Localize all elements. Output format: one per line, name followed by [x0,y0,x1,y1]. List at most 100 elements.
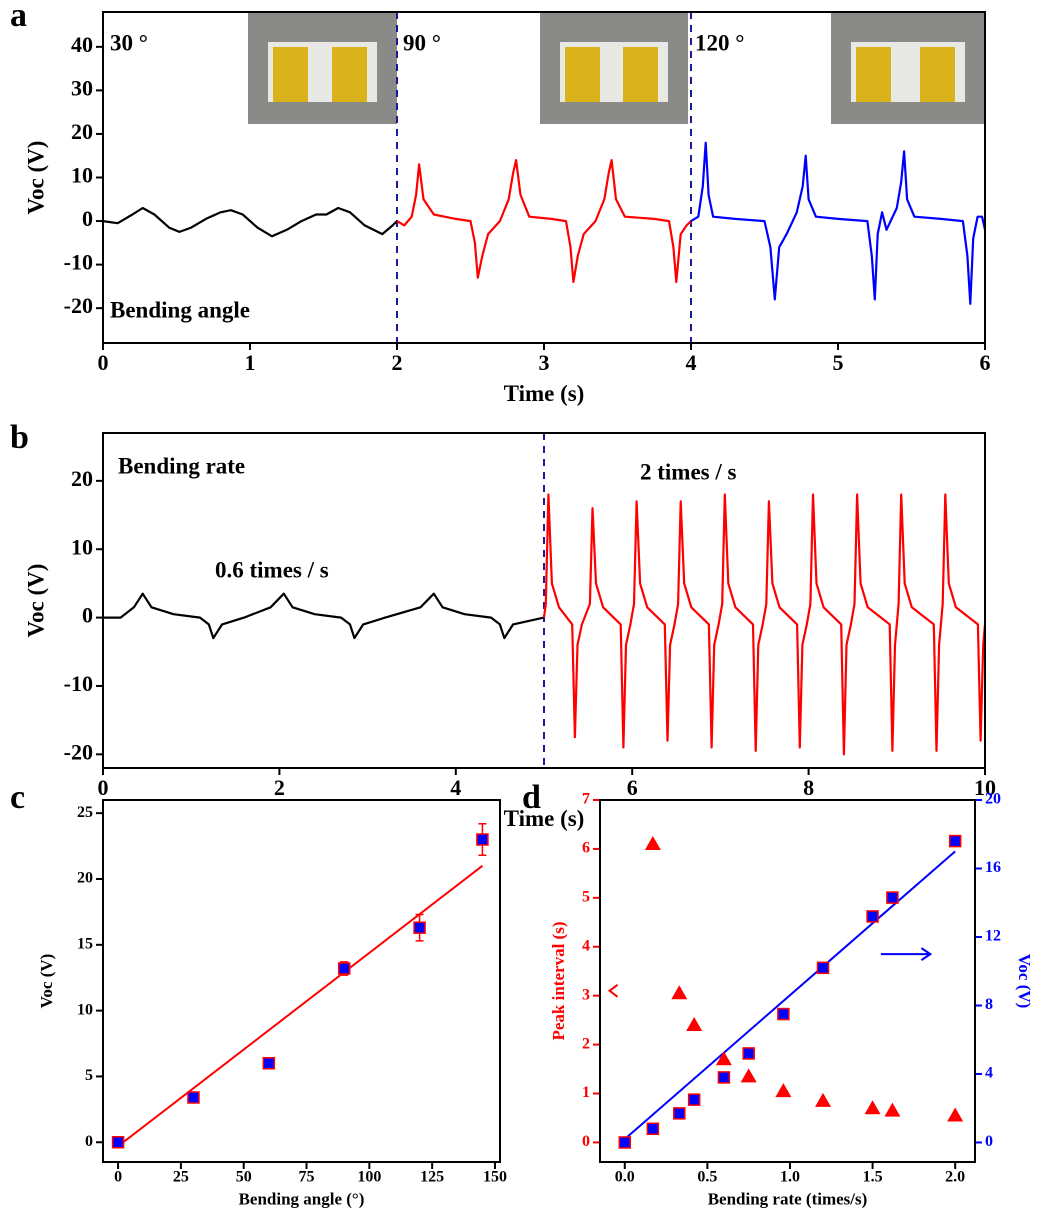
data-point [673,1107,686,1120]
data-point [948,834,962,848]
data-point [618,1136,632,1149]
y-tick-label: 3 [582,986,590,1003]
y-tick-label: 20 [71,119,93,144]
x-tick-label: 8 [803,775,814,800]
x-tick-label: 0.0 [615,1169,635,1186]
plot-frame [102,432,986,769]
panel-label: a [10,0,27,34]
y-axis-title: Voc (V) [23,141,48,215]
x-tick-label: 6 [627,775,638,800]
y-tick-label: 5 [85,1067,93,1084]
y-tick-label: 2 [582,1035,590,1052]
data-point [864,1100,881,1115]
y-tick-label: -10 [64,671,93,696]
y-tick-label: 5 [582,889,590,906]
data-point [947,1107,964,1122]
data-point [740,1068,757,1083]
x-tick-label: 1.0 [780,1169,800,1186]
plot-frame [599,799,976,1163]
y2-tick-label: 0 [985,1133,993,1150]
x-tick-label: 1.5 [863,1169,883,1186]
y-axis-title: Voc (V) [37,954,56,1009]
data-point [671,985,688,1000]
data-point [646,1122,660,1136]
y2-tick-label: 12 [985,928,1001,945]
x-tick-label: 5 [833,350,844,375]
x-axis-title: Bending angle (°) [239,1189,365,1208]
panel-label: d [522,779,541,816]
y2-tick-label: 4 [985,1065,993,1082]
data-point [775,1083,792,1098]
signal-line [542,493,987,756]
y-axis-title: Peak interval (s) [549,922,568,1041]
data-point [187,1091,200,1104]
x-tick-label: 50 [236,1169,252,1186]
x-tick-label: 100 [357,1169,381,1186]
fit-line [624,850,956,1140]
plot-frame [102,11,986,344]
x-tick-label: 0 [114,1169,122,1186]
y-tick-label: 0 [82,206,93,231]
data-point [815,1092,832,1107]
annotation: 90 ° [403,30,441,55]
data-point [715,1051,732,1066]
signal-line [396,159,692,284]
plot-frame [102,799,501,1163]
fit-line [117,865,484,1147]
y-tick-label: 0 [582,1133,590,1150]
y-tick-label: 1 [582,1084,590,1101]
x-axis-title: Time (s) [504,806,585,831]
y-tick-label: 0 [82,603,93,628]
photo-tape [920,47,955,102]
x-tick-label: 0 [98,350,109,375]
axis-arrow [880,947,933,961]
annotation: 0.6 times / s [215,557,329,582]
signal-line [690,141,987,305]
signal-line [103,592,545,640]
y-tick-label: -20 [64,739,93,764]
data-point [413,921,426,934]
y2-tick-label: 16 [985,859,1001,876]
y-tick-label: 6 [582,840,590,857]
y-tick-label: 10 [77,1001,93,1018]
x-tick-label: 2 [274,775,285,800]
data-point [886,891,899,904]
photo-tape [273,47,308,102]
data-point [476,833,489,846]
annotation: 30 ° [110,30,148,55]
y2-tick-label: 20 [985,791,1001,808]
y-tick-label: 0 [85,1133,93,1150]
y-tick-label: 10 [71,163,93,188]
x-tick-label: 0 [98,775,109,800]
y-tick-label: -20 [64,293,93,318]
x-tick-label: 4 [450,775,461,800]
x-axis-title: Bending rate (times/s) [708,1189,868,1208]
data-point [777,1007,790,1021]
x-tick-label: 150 [483,1169,507,1186]
signal-line [102,206,398,238]
y-tick-label: 7 [582,791,590,808]
y-tick-label: 25 [77,804,93,821]
y-tick-label: 20 [77,870,93,887]
x-tick-label: 6 [980,350,991,375]
data-point [687,1093,701,1106]
photo-tape [856,47,891,102]
y-tick-label: 40 [71,32,93,57]
x-tick-label: 75 [299,1169,315,1186]
x-tick-label: 125 [420,1169,444,1186]
x-tick-label: 3 [539,350,550,375]
data-point [111,1136,125,1149]
y-tick-label: 4 [582,937,590,954]
photo-tape [623,47,658,102]
x-tick-label: 4 [686,350,697,375]
x-tick-label: 10 [974,775,996,800]
y-tick-label: -10 [64,250,93,275]
data-point [644,836,661,851]
annotation: Bending angle [110,297,250,322]
data-point [742,1047,755,1060]
axis-arrow [607,983,619,998]
x-tick-label: 0.5 [697,1169,717,1186]
data-point [884,1102,901,1117]
annotation: Bending rate [118,453,245,478]
